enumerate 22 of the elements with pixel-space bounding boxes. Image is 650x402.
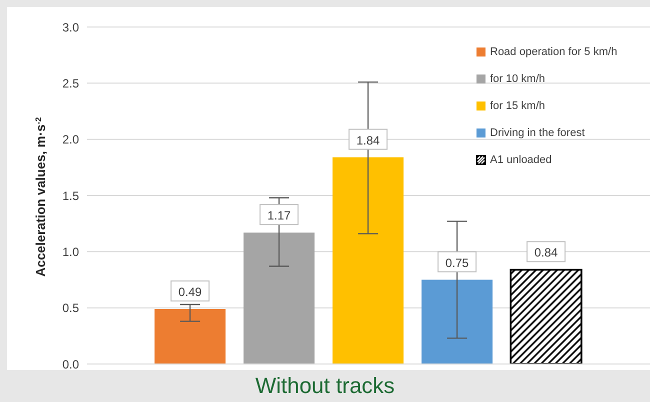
- text: Without tracks: [254, 372, 396, 400]
- data-label: 0.49: [178, 284, 202, 299]
- bar: [244, 232, 315, 364]
- y-tick-label: 3.0: [62, 20, 80, 34]
- bar: [154, 308, 226, 364]
- legend-label: Driving in the forest: [490, 126, 585, 138]
- bar: [422, 280, 493, 364]
- data-label: 1.84: [356, 133, 380, 148]
- data-label: 1.17: [267, 208, 292, 223]
- legend-label: for 10 km/h: [490, 72, 546, 84]
- data-label: 0.75: [445, 256, 470, 270]
- bar: [332, 157, 404, 364]
- y-tick-label: 1.0: [62, 244, 80, 259]
- y-tick-label: 0.5: [62, 301, 80, 316]
- y-tick-label: 1.5: [62, 188, 80, 203]
- y-tick-label: 2.0: [62, 132, 80, 147]
- legend-label: Road operation for 5 km/h: [490, 46, 618, 58]
- legend-label: A1 unloaded: [490, 154, 552, 166]
- legend-label: for 15 km/h: [490, 100, 546, 112]
- data-label: 0.84: [534, 246, 558, 260]
- y-tick-label: 0.0: [62, 357, 80, 372]
- y-tick-label: 2.5: [62, 76, 80, 90]
